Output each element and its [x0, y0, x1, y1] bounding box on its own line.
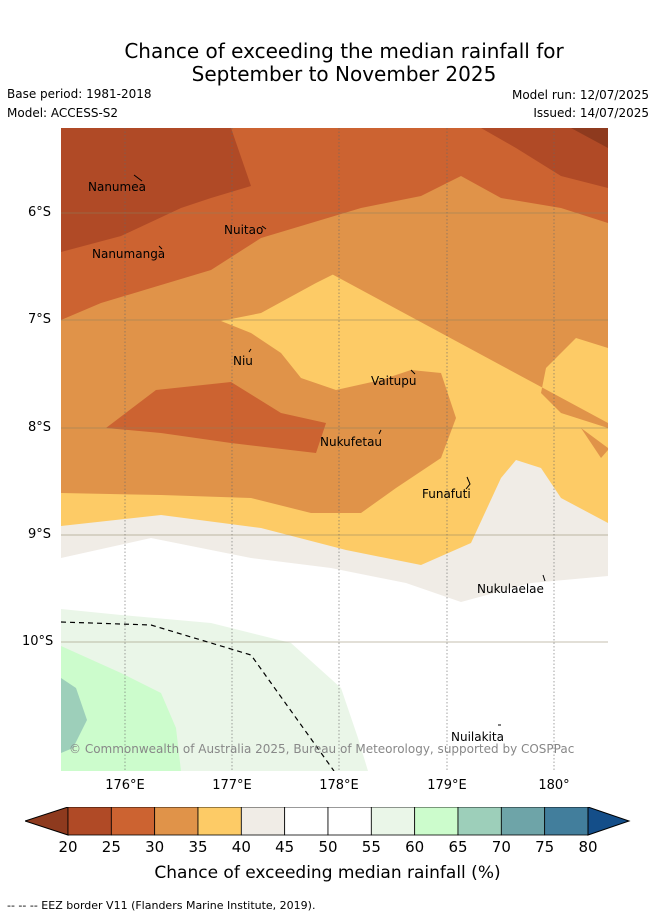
colorbar-segment — [240, 807, 286, 836]
zone-25-30-south — [106, 382, 326, 453]
colorbar-tick-label: 55 — [361, 838, 381, 856]
place-label-nuitao: Nuitao — [224, 223, 264, 237]
colorbar-tick-label: 50 — [318, 838, 338, 856]
eez-border — [61, 621, 335, 771]
zone-15-20-ne — [571, 128, 608, 148]
colorbar-segment — [500, 807, 546, 836]
place-label-nukufetau: Nukufetau — [320, 435, 383, 449]
grid-lines-lat — [61, 212, 608, 643]
colorbar-arrow-high — [587, 807, 631, 836]
lon-label-178e: 178°E — [319, 778, 359, 793]
lat-label-8s: 8°S — [28, 420, 52, 435]
lat-label-7s: 7°S — [28, 312, 52, 327]
colorbar-segment — [327, 807, 372, 836]
colorbar-tick-label: 70 — [491, 838, 511, 856]
colorbar-arrow-low — [25, 807, 69, 836]
lat-label-9s: 9°S — [28, 527, 52, 542]
colorbar-tick-label: 40 — [231, 838, 251, 856]
lon-label-177e: 177°E — [212, 778, 252, 793]
place-label-nukulaelae: Nukulaelae — [477, 582, 544, 596]
lat-label-6s: 6°S — [28, 205, 52, 220]
zone-60-65 — [61, 646, 181, 771]
colorbar-tick-label: 80 — [578, 838, 598, 856]
title-line-2: September to November 2025 — [191, 62, 497, 86]
colorbar-segment — [197, 807, 242, 836]
model-name: Model: ACCESS-S2 — [7, 106, 119, 120]
zone-45-55-east — [441, 668, 608, 771]
colorbar-tick-label: 65 — [448, 838, 468, 856]
zone-65-70 — [61, 678, 87, 753]
chart-title: Chance of exceeding the median rainfall … — [0, 40, 655, 86]
colorbar-tick-label: 25 — [101, 838, 121, 856]
place-label-nanumea: Nanumea — [88, 180, 146, 194]
place-label-niu: Niu — [233, 354, 253, 368]
place-label-nanumanga: Nanumanga — [92, 247, 166, 261]
model-run: Model run: 12/07/2025 — [511, 88, 649, 102]
issued-date: Issued: 14/07/2025 — [533, 106, 649, 120]
place-label-funafuti: Funafuti — [422, 487, 471, 501]
place-label-vaitupu: Vaitupu — [371, 374, 417, 388]
lat-label-10s: 10°S — [22, 634, 54, 649]
rainfall-map: Nanumea Nuitao Nanumanga Niu Vaitupu Nuk… — [61, 128, 608, 771]
base-period: Base period: 1981-2018 — [7, 87, 152, 101]
grid-lines — [124, 128, 555, 771]
colorbar-tick-label: 75 — [535, 838, 555, 856]
island-markers — [133, 174, 546, 726]
colorbar-segment — [414, 807, 459, 836]
map-svg — [61, 128, 608, 771]
colorbar — [25, 807, 631, 836]
title-line-1: Chance of exceeding the median rainfall … — [124, 39, 564, 63]
zone-20-25 — [61, 128, 251, 252]
colorbar-segment — [67, 807, 112, 836]
zone-20-25-ne — [481, 128, 608, 188]
place-label-nuilakita: Nuilakita — [451, 730, 504, 744]
colorbar-segment — [110, 807, 156, 836]
colorbar-tick-label: 20 — [58, 838, 78, 856]
colorbar-segment — [154, 807, 199, 836]
lon-label-179e: 179°E — [427, 778, 467, 793]
lon-label-176e: 176°E — [105, 778, 145, 793]
lon-label-180: 180° — [538, 778, 570, 793]
colorbar-tick-label: 35 — [188, 838, 208, 856]
copyright-notice: © Commonwealth of Australia 2025, Bureau… — [69, 742, 575, 756]
colorbar-tick-label: 60 — [405, 838, 425, 856]
eez-legend-note: -- -- -- EEZ border V11 (Flanders Marine… — [7, 899, 316, 912]
colorbar-segment — [544, 807, 589, 836]
colorbar-tick-label: 30 — [145, 838, 165, 856]
colorbar-tick-label: 45 — [275, 838, 295, 856]
colorbar-segment — [457, 807, 502, 836]
colorbar-segment — [370, 807, 416, 836]
colorbar-segment — [284, 807, 329, 836]
colorbar-label: Chance of exceeding median rainfall (%) — [154, 863, 501, 883]
